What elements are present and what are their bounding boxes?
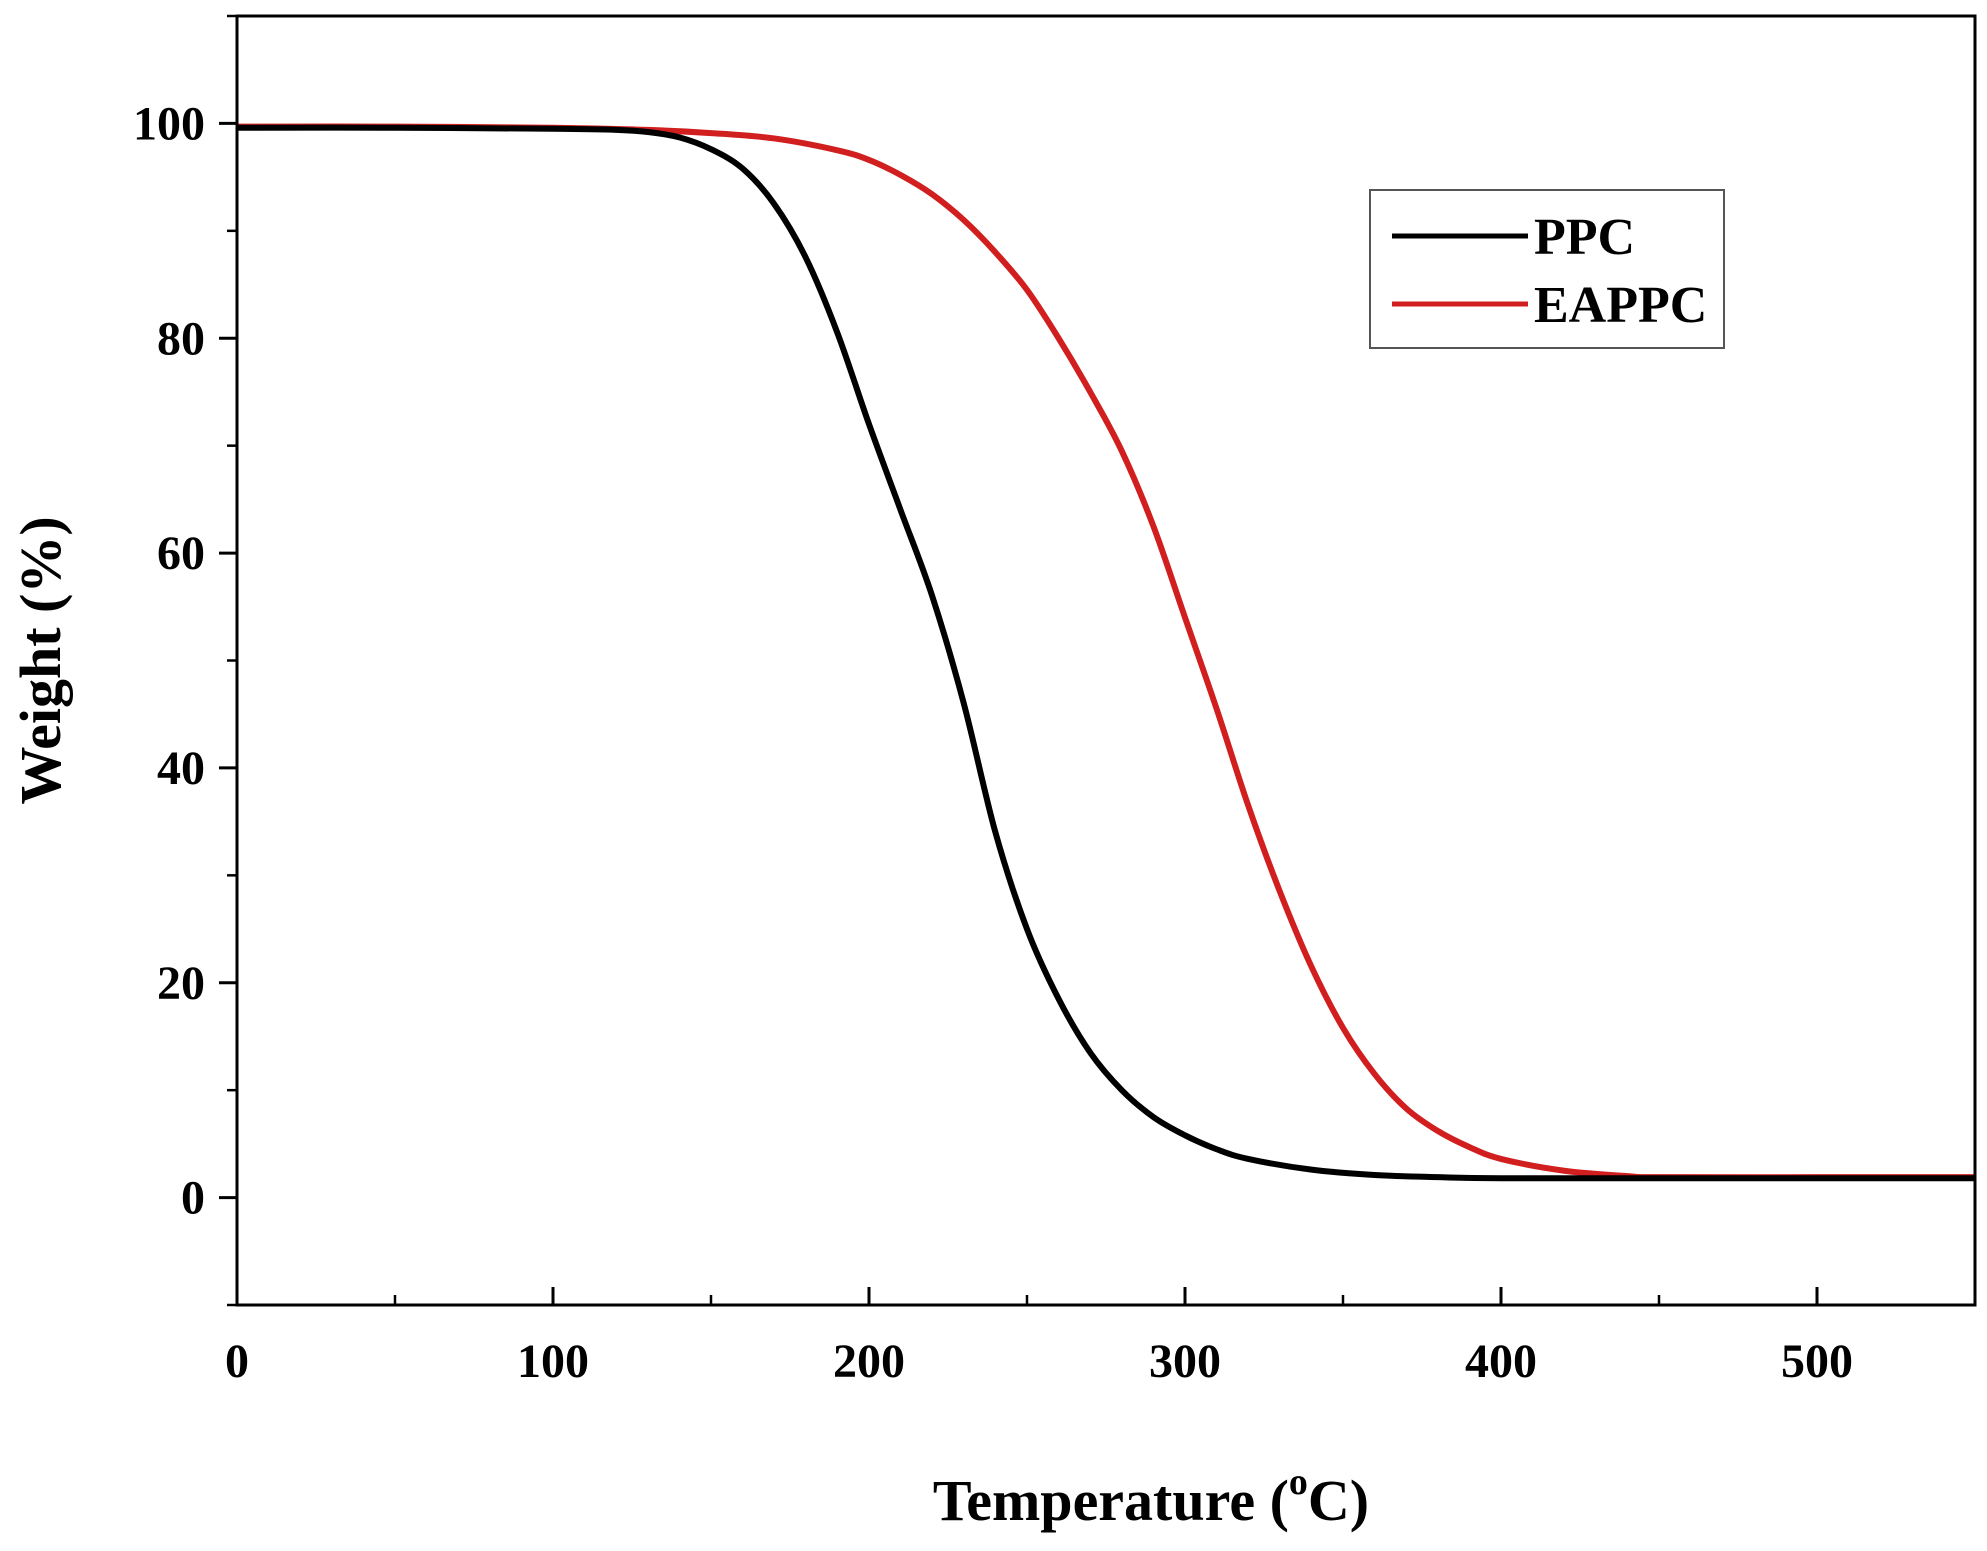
y-tick-label: 40: [157, 742, 205, 795]
tick-layer: 0 100 200 300 400 500 0 20 40 60 80 100: [133, 14, 1853, 1388]
y-tick-label: 80: [157, 312, 205, 365]
series-line-ppc: [236, 124, 1975, 1182]
x-axis-title-unit-sup: o: [1289, 1461, 1308, 1503]
y-tick-label: 60: [157, 527, 205, 580]
x-tick-label: 500: [1781, 1335, 1853, 1388]
x-tick-label: 200: [833, 1335, 905, 1388]
series-layer: [236, 123, 1975, 1182]
y-axis-title: Weight (%): [8, 516, 73, 804]
x-axis-title-paren-close: ): [1350, 1468, 1369, 1533]
y-tick-label: 0: [181, 1172, 205, 1225]
y-tick-label: 20: [157, 957, 205, 1010]
legend-label-ppc: PPC: [1534, 209, 1635, 266]
series-line-eappc: [236, 123, 1975, 1181]
legend: PPC EAPPC: [1369, 189, 1725, 349]
legend-label-eappc: EAPPC: [1534, 277, 1707, 334]
legend-box: [1369, 189, 1725, 349]
x-tick-label: 400: [1465, 1335, 1537, 1388]
x-tick-label: 0: [225, 1335, 249, 1388]
x-axis-title-text: Temperature: [933, 1468, 1255, 1533]
y-tick-label: 100: [133, 97, 205, 150]
x-tick-label: 100: [517, 1335, 589, 1388]
x-axis-title-unit-main: C: [1308, 1468, 1350, 1533]
x-axis-title-paren-open: (: [1255, 1468, 1289, 1533]
x-tick-label: 300: [1149, 1335, 1221, 1388]
x-axis-title: Temperature (oC): [933, 1461, 1369, 1533]
